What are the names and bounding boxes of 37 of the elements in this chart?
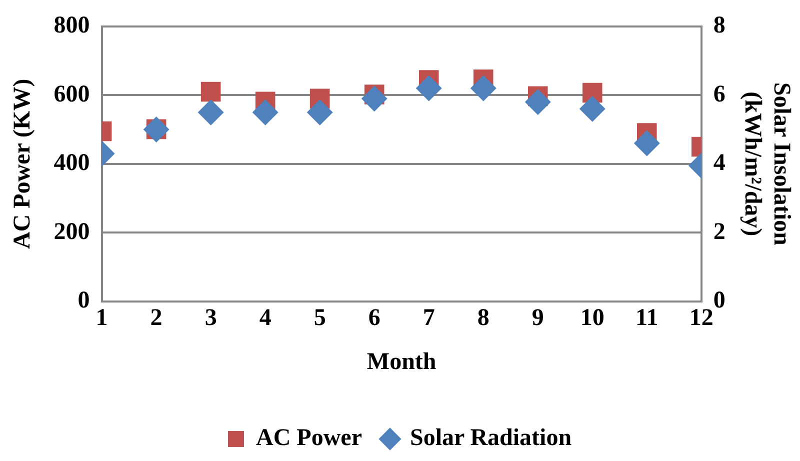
x-tick-label: 8 [477, 305, 490, 332]
x-tick-label: 1 [96, 305, 108, 332]
x-tick-label: 9 [532, 305, 544, 332]
y-tick-label: 800 [54, 12, 90, 39]
y2-tick-label: 4 [713, 150, 726, 176]
legend-label: Solar Radiation [410, 425, 572, 452]
x-tick-label: 3 [204, 305, 217, 332]
x-tick-label: 11 [636, 305, 658, 332]
x-tick-label: 4 [259, 305, 272, 332]
point [634, 130, 660, 156]
point [252, 99, 278, 126]
y-tick-label: 200 [54, 218, 90, 245]
x-tick-label: 7 [422, 305, 435, 332]
y2-axis-title: Solar Insolation (kWh/m²/day) [740, 82, 794, 246]
point [361, 86, 388, 112]
x-tick-label: 12 [689, 305, 714, 332]
x-tick-label: 6 [368, 305, 380, 332]
y2-tick-label: 6 [713, 81, 726, 108]
y-tick-label: 0 [78, 288, 90, 314]
point [198, 99, 224, 126]
point [200, 82, 221, 102]
point [416, 75, 442, 102]
point [306, 99, 333, 126]
y-tick-label: 400 [54, 150, 90, 176]
x-tick-label: 2 [150, 305, 162, 332]
y-axis-title: AC Power (KW) [10, 78, 36, 249]
y-tick-label: 600 [54, 81, 90, 108]
point [470, 75, 496, 102]
x-tick-label: 10 [580, 305, 604, 332]
x-tick-label: 5 [314, 305, 326, 332]
x-axis-title: Month [366, 348, 436, 375]
y2-tick-label: 0 [713, 288, 726, 314]
y2-tick-label: 2 [713, 218, 726, 245]
point [579, 96, 606, 122]
point [524, 89, 551, 116]
legend-label: AC Power [256, 425, 362, 452]
y2-tick-label: 8 [713, 12, 726, 39]
